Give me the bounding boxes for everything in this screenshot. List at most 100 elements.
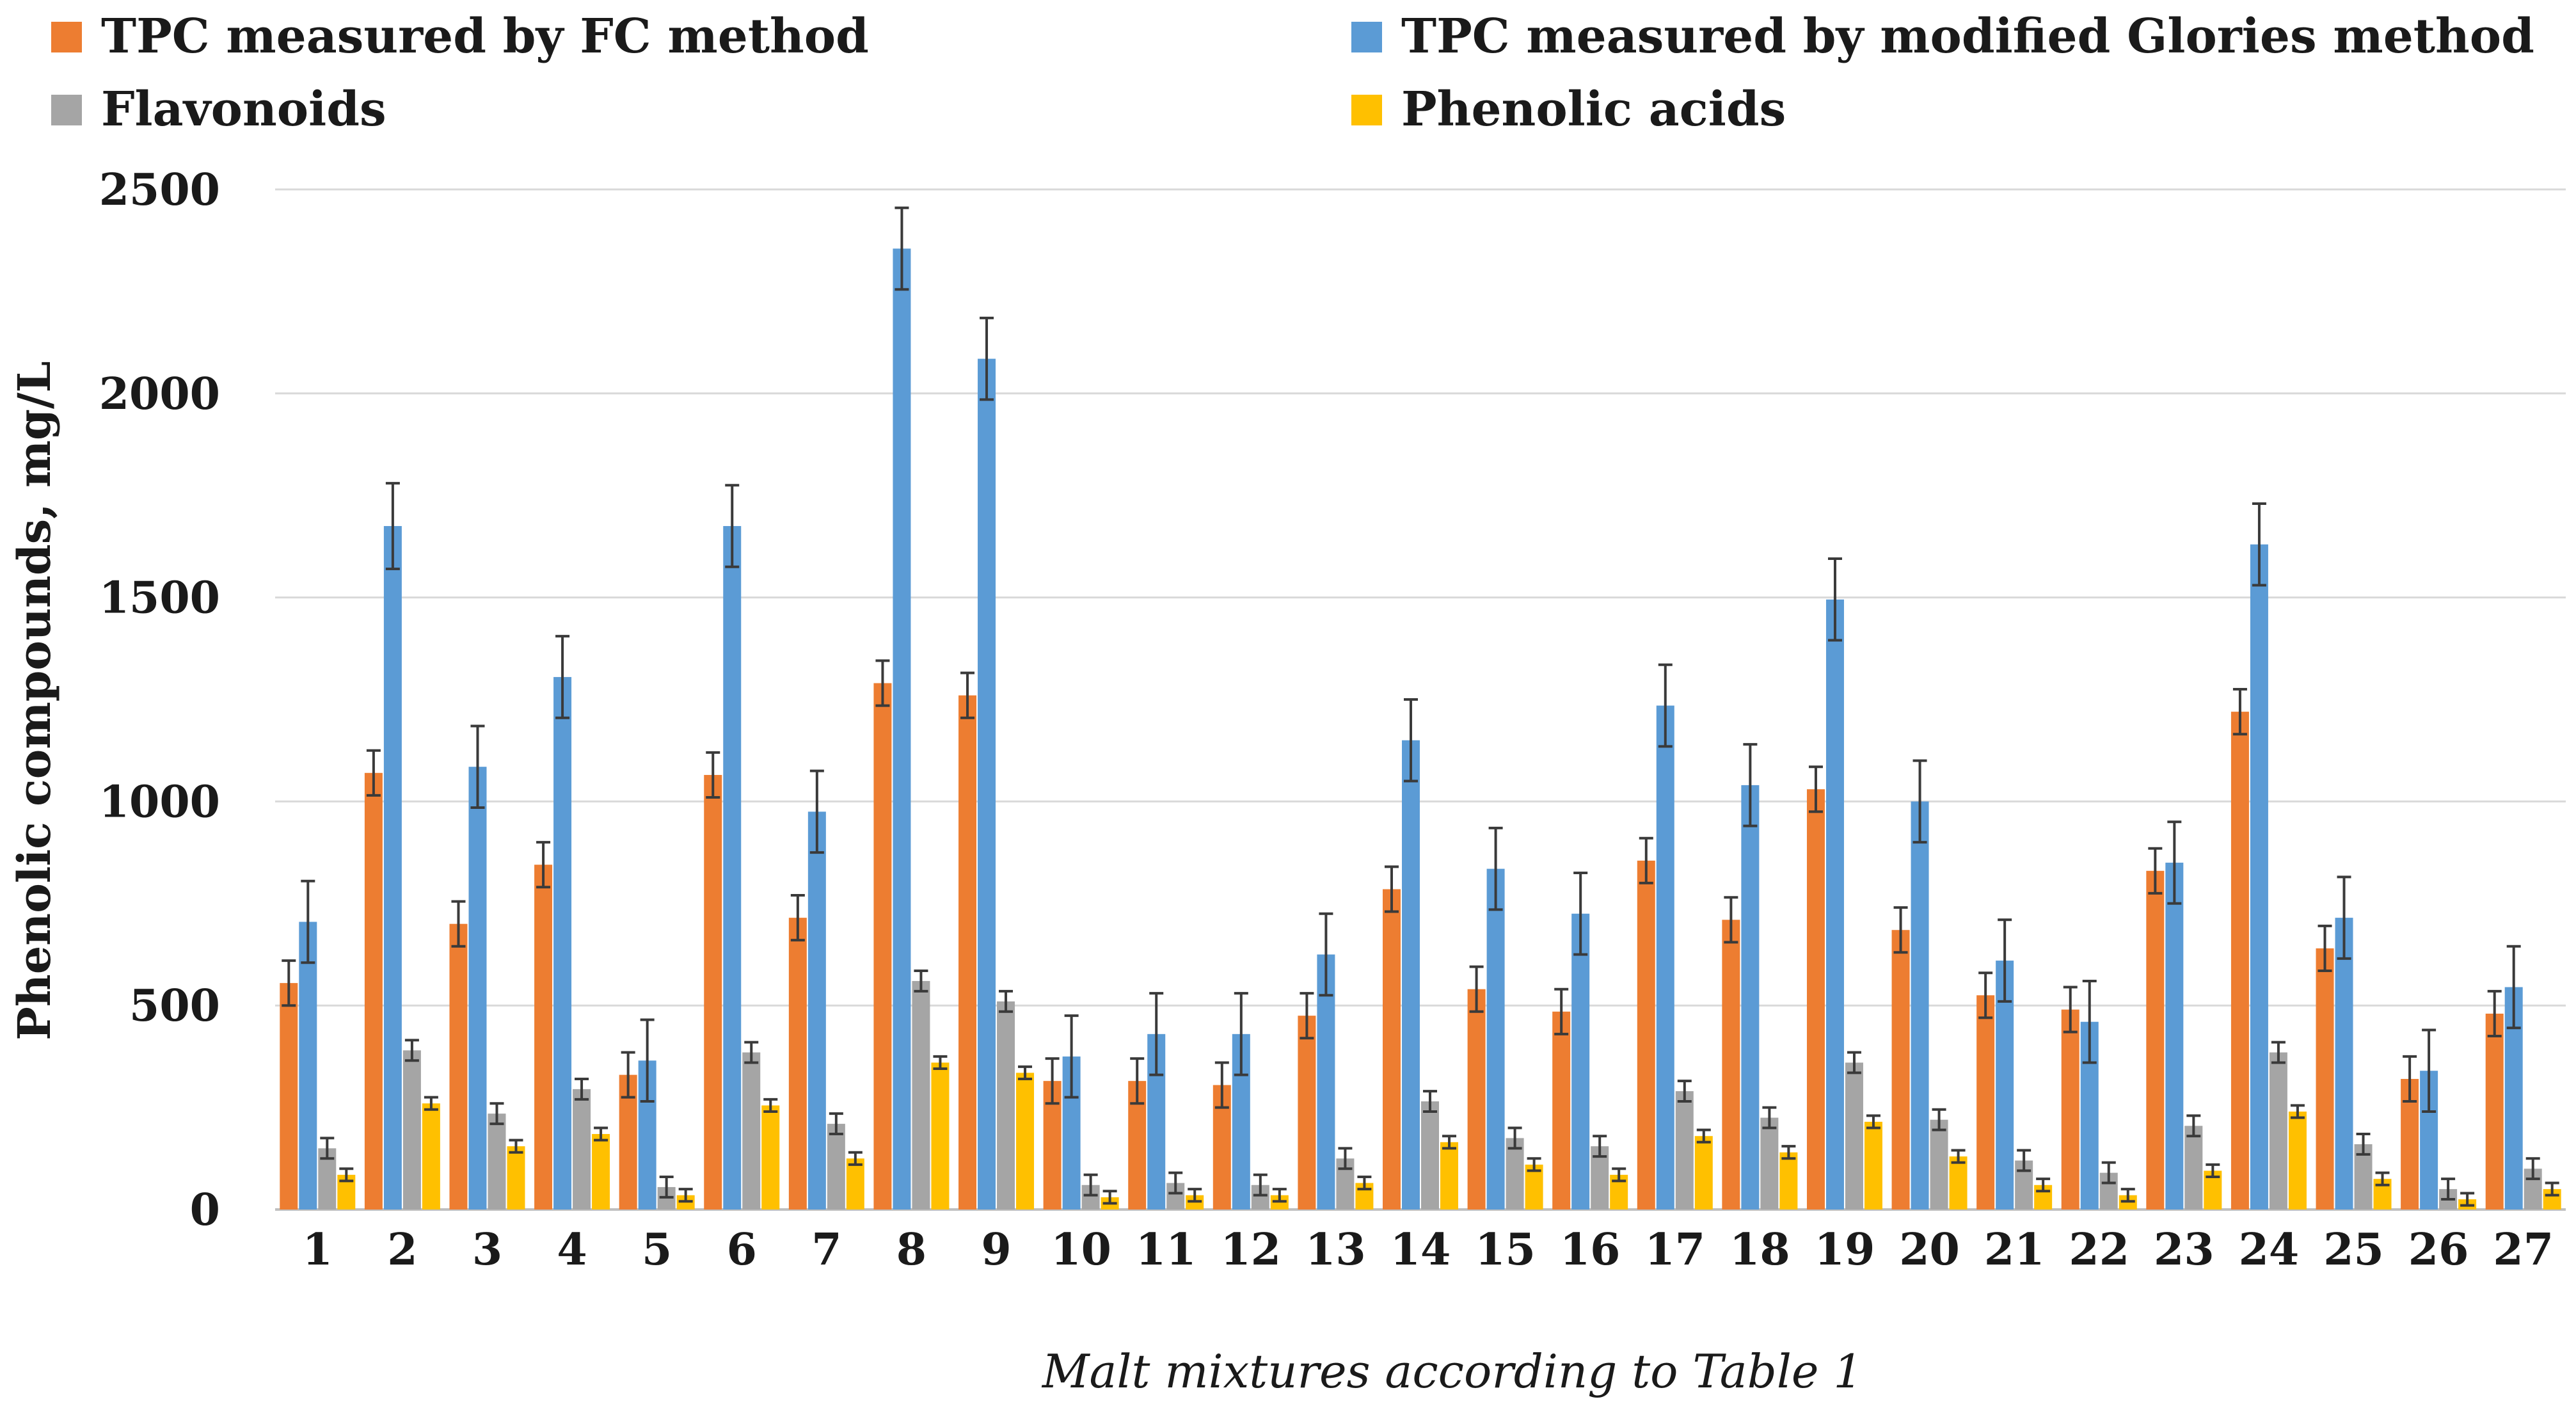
bar-1-cat-14[interactable] [1383, 889, 1401, 1209]
bar-1-cat-24[interactable] [2230, 712, 2249, 1209]
bar-4-cat-24[interactable] [2288, 1111, 2307, 1209]
bar-3-cat-18[interactable] [1760, 1117, 1779, 1209]
bar-3-cat-4[interactable] [573, 1089, 591, 1209]
bar-2-cat-20[interactable] [1911, 801, 1929, 1209]
bar-4-cat-20[interactable] [1949, 1156, 1968, 1209]
bar-4-cat-8[interactable] [931, 1062, 950, 1209]
bar-3-cat-17[interactable] [1675, 1091, 1694, 1209]
bar-2-cat-13[interactable] [1317, 954, 1335, 1210]
bar-2-cat-23[interactable] [2165, 863, 2184, 1209]
error-bar-4-cat-9 [1018, 1065, 1033, 1080]
bar-2-cat-16[interactable] [1571, 913, 1590, 1209]
bar-1-cat-13[interactable] [1298, 1016, 1316, 1209]
bar-1-cat-4[interactable] [534, 865, 553, 1209]
bar-3-cat-8[interactable] [912, 980, 930, 1209]
bar-1-cat-23[interactable] [2146, 870, 2165, 1209]
bar-4-cat-15[interactable] [1525, 1164, 1543, 1209]
error-bar-2-cat-14 [1404, 698, 1418, 783]
error-bar-1-cat-21 [1978, 971, 1993, 1019]
error-bar-2-cat-13 [1319, 912, 1333, 997]
error-bar-2-cat-6 [725, 484, 740, 568]
error-bar-3-cat-19 [1847, 1051, 1861, 1074]
legend-swatch-phenolic-acids [1351, 95, 1382, 125]
bar-2-cat-4[interactable] [553, 676, 572, 1209]
bar-1-cat-9[interactable] [958, 695, 977, 1209]
bar-2-cat-14[interactable] [1402, 740, 1420, 1209]
bar-1-cat-15[interactable] [1467, 989, 1486, 1209]
bar-1-cat-6[interactable] [704, 774, 722, 1209]
error-bar-4-cat-27 [2545, 1181, 2559, 1197]
bar-2-cat-7[interactable] [807, 811, 826, 1209]
bar-3-cat-23[interactable] [2184, 1126, 2203, 1209]
error-bar-3-cat-18 [1762, 1106, 1777, 1130]
bar-3-cat-2[interactable] [402, 1050, 421, 1209]
legend-item-flavonoids[interactable]: Flavonoids [51, 82, 386, 137]
error-bar-1-cat-27 [2487, 989, 2502, 1038]
error-bar-4-cat-24 [2290, 1104, 2305, 1119]
bar-2-cat-9[interactable] [978, 358, 996, 1209]
bar-4-cat-6[interactable] [761, 1105, 780, 1209]
y-axis-title: Phenolic compounds, mg/L [8, 361, 61, 1041]
bar-2-cat-2[interactable] [383, 526, 402, 1209]
bar-1-cat-21[interactable] [1976, 995, 1995, 1209]
legend-item-phenolic-acids[interactable]: Phenolic acids [1351, 82, 1786, 137]
bar-4-cat-18[interactable] [1779, 1152, 1798, 1209]
bar-2-cat-24[interactable] [2250, 544, 2268, 1210]
bar-2-cat-6[interactable] [723, 526, 742, 1209]
error-bar-4-cat-6 [763, 1098, 778, 1113]
legend-item-glories[interactable]: TPC measured by modified Glories method [1351, 9, 2534, 64]
bar-3-cat-24[interactable] [2269, 1052, 2287, 1209]
bar-2-cat-18[interactable] [1741, 785, 1760, 1209]
bar-2-cat-3[interactable] [468, 767, 487, 1209]
bar-1-cat-22[interactable] [2061, 1009, 2079, 1209]
bar-2-cat-19[interactable] [1825, 599, 1844, 1209]
bar-1-cat-27[interactable] [2485, 1013, 2504, 1209]
bar-2-cat-15[interactable] [1486, 868, 1505, 1209]
error-bar-4-cat-20 [1951, 1149, 1966, 1164]
bar-4-cat-7[interactable] [846, 1158, 864, 1209]
bar-4-cat-9[interactable] [1016, 1073, 1035, 1209]
bar-3-cat-3[interactable] [488, 1114, 506, 1209]
bar-3-cat-7[interactable] [827, 1124, 845, 1209]
bar-1-cat-16[interactable] [1552, 1011, 1571, 1209]
error-bar-1-cat-9 [960, 671, 975, 719]
bar-3-cat-20[interactable] [1930, 1119, 1948, 1209]
bar-1-cat-18[interactable] [1722, 920, 1740, 1209]
x-tick-label: 3 [472, 1224, 502, 1275]
bar-3-cat-9[interactable] [997, 1001, 1015, 1209]
error-bar-3-cat-14 [1423, 1090, 1437, 1113]
bar-2-cat-17[interactable] [1656, 705, 1674, 1209]
bar-1-cat-1[interactable] [280, 983, 298, 1209]
bar-1-cat-7[interactable] [788, 918, 807, 1209]
bar-1-cat-17[interactable] [1637, 860, 1655, 1209]
bar-3-cat-19[interactable] [1845, 1062, 1863, 1209]
bar-3-cat-15[interactable] [1506, 1138, 1524, 1209]
bar-2-cat-25[interactable] [2335, 918, 2353, 1209]
bar-1-cat-25[interactable] [2316, 948, 2334, 1209]
x-tick-label: 20 [1899, 1224, 1960, 1275]
x-tick-label: 5 [642, 1224, 672, 1275]
bar-1-cat-8[interactable] [873, 683, 892, 1209]
bar-2-cat-8[interactable] [893, 248, 911, 1209]
bar-2-cat-1[interactable] [299, 922, 317, 1209]
bar-4-cat-3[interactable] [507, 1146, 525, 1209]
error-bar-4-cat-16 [1612, 1167, 1626, 1183]
error-bar-2-cat-3 [470, 724, 485, 809]
error-bar-3-cat-10 [1083, 1173, 1098, 1197]
bar-4-cat-2[interactable] [422, 1103, 440, 1209]
x-tick-label: 13 [1305, 1224, 1366, 1275]
bar-3-cat-6[interactable] [742, 1052, 761, 1209]
error-bar-2-cat-20 [1912, 759, 1927, 844]
legend-item-fc[interactable]: TPC measured by FC method [51, 9, 869, 64]
error-bar-1-cat-2 [366, 749, 381, 797]
bar-3-cat-14[interactable] [1421, 1101, 1439, 1209]
bar-4-cat-14[interactable] [1440, 1142, 1458, 1209]
bar-4-cat-19[interactable] [1864, 1121, 1882, 1209]
error-bar-2-cat-27 [2506, 945, 2521, 1030]
bar-1-cat-3[interactable] [449, 923, 468, 1209]
bar-1-cat-20[interactable] [1891, 930, 1910, 1209]
bar-4-cat-17[interactable] [1694, 1136, 1713, 1209]
bar-1-cat-2[interactable] [364, 772, 383, 1209]
bar-4-cat-4[interactable] [592, 1134, 610, 1209]
bar-1-cat-19[interactable] [1806, 789, 1825, 1209]
